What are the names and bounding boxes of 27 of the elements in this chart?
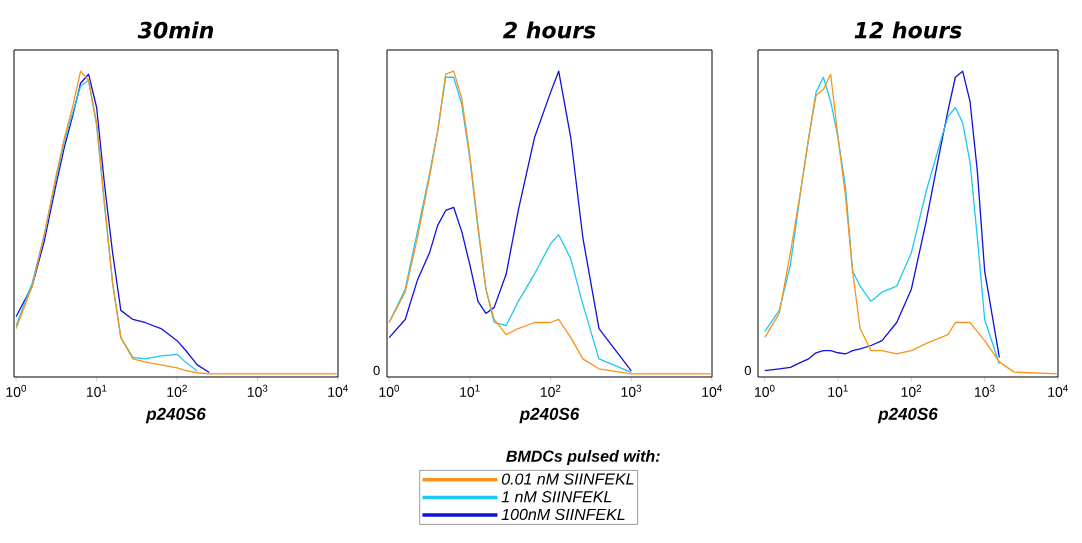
x-tick-label: 10$^{1}$ <box>828 384 848 397</box>
chart-title: 30min <box>137 21 214 39</box>
x-tick-label: 10$^{3}$ <box>247 384 268 397</box>
x-tick-label: 10$^{1}$ <box>86 384 107 397</box>
x-tick-label: 10$^{4}$ <box>328 384 348 397</box>
x-tick-label: 10$^{2}$ <box>540 384 561 397</box>
x-tick-label: 10$^{2}$ <box>901 384 922 397</box>
x-tick-label: 10$^{0}$ <box>755 384 775 397</box>
x-axis-title: p240S6 <box>519 407 580 424</box>
x-tick-label: 10$^{2}$ <box>167 384 187 397</box>
x-tick-label: 10$^{3}$ <box>621 384 642 397</box>
x-tick-label: 10$^{0}$ <box>6 384 27 397</box>
x-tick-label: 10$^{3}$ <box>974 384 995 397</box>
legend-title: BMDCs pulsed with: <box>506 450 660 466</box>
text: 0 <box>744 365 751 376</box>
legend-label: 100nM SIINFEKL <box>501 508 625 521</box>
x-axis-title: p240S6 <box>877 407 938 424</box>
x-tick-label: 10$^{4}$ <box>1048 384 1068 397</box>
x-axis-title: p240S6 <box>145 407 206 424</box>
chart-title: 2 hours <box>503 21 596 39</box>
legend-label: 1 nM SIINFEKL <box>501 491 612 503</box>
x-tick-label: 10$^{0}$ <box>379 384 400 397</box>
x-tick-label: 10$^{1}$ <box>460 384 480 397</box>
chart-title: 12 hours <box>854 21 962 39</box>
x-tick-label: 10$^{4}$ <box>702 384 722 397</box>
text: 0 <box>373 365 380 376</box>
legend-label: 0.01 nM SIINFEKL <box>501 473 634 485</box>
